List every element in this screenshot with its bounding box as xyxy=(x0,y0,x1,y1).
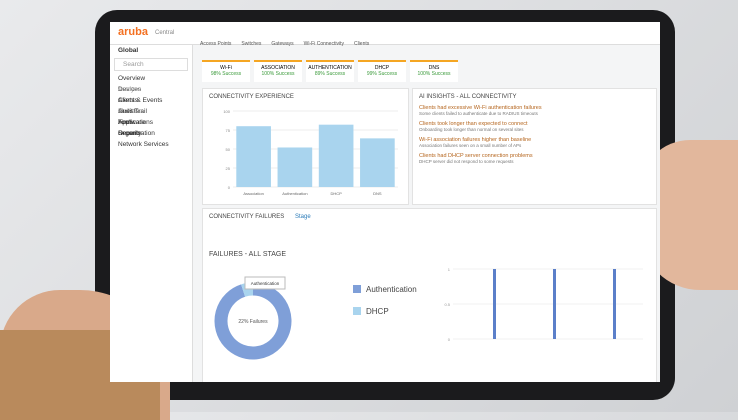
stage-name: AUTHENTICATION xyxy=(308,65,352,71)
nav-item[interactable]: Audit Trail xyxy=(118,108,147,115)
logo: aruba xyxy=(118,26,148,38)
insights: Clients had excessive Wi-Fi authenticati… xyxy=(419,105,542,169)
x-tick-label: DHCP xyxy=(330,191,342,196)
insight[interactable]: Wi-Fi association failures higher than b… xyxy=(419,137,542,148)
stage-tab[interactable]: ASSOCIATION 100% Success xyxy=(254,60,302,82)
nav-item[interactable]: Alerts & Events xyxy=(118,97,163,104)
nav: Alerts & Events Audit Trail Tools Reports xyxy=(110,95,192,137)
y-tick-label: 0 xyxy=(228,185,231,190)
bar-chart: 0 25 50 75 100 Association Authentication DHCP D… xyxy=(223,109,398,196)
nav-item[interactable]: Reports xyxy=(118,130,141,137)
insight-text: Onboarding took longer than normal on se… xyxy=(419,127,524,132)
bar xyxy=(360,138,395,187)
stages: Wi-Fi 98% Success ASSOCIATION 100% Success A… xyxy=(202,60,458,82)
insights-panel: AI INSIGHTS - ALL CONNECTIVITY Clients h… xyxy=(412,88,657,205)
stage-name: DNS xyxy=(428,65,440,71)
insight-title: Clients had DHCP server connection probl… xyxy=(419,153,533,159)
nav-item[interactable]: Tools xyxy=(118,119,134,126)
stage-name: DHCP xyxy=(374,65,390,71)
section: Maintain xyxy=(118,108,143,115)
panel-title: AI INSIGHTS - ALL CONNECTIVITY xyxy=(419,94,517,100)
tabs: Access Points Switches Gateways Wi-Fi Conne… xyxy=(200,32,379,50)
sidebar: Global Search Overview Devices Clients Gues… xyxy=(110,45,193,382)
bar xyxy=(277,147,313,187)
spike xyxy=(493,269,496,339)
spike xyxy=(553,269,556,339)
y-tick-label: 0.5 xyxy=(444,302,450,307)
y-tick-label: 50 xyxy=(226,147,231,152)
x-tick-label: Authentication xyxy=(282,191,307,196)
scope[interactable]: Global xyxy=(118,47,139,54)
y-tick-label: 0 xyxy=(448,337,451,342)
search[interactable]: Search xyxy=(114,58,188,71)
stage-rate: 100% Success xyxy=(261,71,295,77)
section: Analyze xyxy=(118,86,142,93)
tab[interactable]: Gateways xyxy=(271,41,294,47)
tooltip-text: Authentication xyxy=(251,281,280,286)
legend-label: Authentication xyxy=(366,285,417,294)
nav-item[interactable]: Devices xyxy=(118,86,142,93)
panel-title: CONNECTIVITY EXPERIENCE xyxy=(209,94,294,100)
stage-tab[interactable]: Wi-Fi 98% Success xyxy=(202,60,250,82)
tab[interactable]: Switches xyxy=(241,41,262,47)
stage-name: ASSOCIATION xyxy=(261,65,295,71)
nav-item[interactable]: Network Services xyxy=(118,141,169,148)
failures-panel: CONNECTIVITY FAILURES Stage FAILURES - A… xyxy=(202,208,657,382)
panel-title: FAILURES - ALL STAGE xyxy=(209,251,287,258)
tooltip xyxy=(244,276,286,290)
connectivity-panel: CONNECTIVITY EXPERIENCE 0 25 50 75 100 Associ… xyxy=(202,88,409,205)
insight-title: Wi-Fi association failures higher than b… xyxy=(419,137,532,143)
insight-text: Association failures seen on a small num… xyxy=(419,143,522,148)
stage-rate: 98% Success xyxy=(210,71,242,77)
screen: aruba Central Access Points Switches Gatew… xyxy=(110,22,660,382)
stage-rate: 100% Success xyxy=(417,71,451,77)
stage-tab[interactable]: DNS 100% Success xyxy=(410,60,458,82)
product: Central xyxy=(155,30,175,36)
insight-text: Some clients failed to authenticate due … xyxy=(419,111,538,116)
nav-item[interactable]: Overview xyxy=(118,75,146,82)
x-tick-label: Association xyxy=(243,191,263,196)
nav-item[interactable]: Security xyxy=(118,130,142,137)
stage-tab[interactable]: DHCP 99% Success xyxy=(358,60,406,82)
insight-title: Clients took longer than expected to con… xyxy=(419,121,528,127)
tab[interactable]: Clients xyxy=(353,41,370,47)
y-tick-label: 25 xyxy=(226,166,231,171)
nav: Firmware Organization xyxy=(110,117,192,137)
insight[interactable]: Clients had excessive Wi-Fi authenticati… xyxy=(419,105,542,116)
nav-item[interactable]: Organization xyxy=(118,130,155,137)
donut-segment xyxy=(214,282,292,360)
nav-item[interactable]: Guests xyxy=(118,108,139,115)
insight-text: DHCP server did not respond to some requ… xyxy=(419,159,514,164)
nav-item[interactable]: Clients xyxy=(118,97,138,104)
stage-rate: 89% Success xyxy=(314,71,346,77)
insight[interactable]: Clients took longer than expected to con… xyxy=(419,121,542,132)
y-tick-label: 75 xyxy=(226,128,231,133)
panel-heading: CONNECTIVITY FAILURES xyxy=(209,214,285,220)
stage-tab[interactable]: AUTHENTICATION 89% Success xyxy=(306,60,354,82)
insight-title: Clients had excessive Wi-Fi authenticati… xyxy=(419,105,542,111)
nav-item[interactable]: Firmware xyxy=(118,119,146,126)
spike xyxy=(613,269,616,339)
insight[interactable]: Clients had DHCP server connection probl… xyxy=(419,153,542,164)
donut-center: 22% Failures xyxy=(238,319,268,325)
x-tick-label: DNS xyxy=(373,191,382,196)
y-tick-label: 100 xyxy=(223,109,230,114)
legend-label: DHCP xyxy=(366,307,389,316)
nav: Overview Devices Clients Guests Applications… xyxy=(110,73,192,148)
legend-swatch xyxy=(353,307,361,315)
failure-charts: Authentication DHCP 22% Failures Authentica… xyxy=(214,267,643,360)
tab[interactable]: Access Points xyxy=(200,41,232,47)
bar xyxy=(318,124,354,187)
filter[interactable]: Stage xyxy=(295,214,311,220)
top-bar: aruba Central Access Points Switches Gatew… xyxy=(110,22,660,47)
stage-name: Wi-Fi xyxy=(220,65,232,71)
legend-swatch xyxy=(353,285,361,293)
stage-rate: 99% Success xyxy=(366,71,398,77)
nav-item[interactable]: Applications xyxy=(118,119,154,126)
bar xyxy=(236,126,271,187)
tab[interactable]: Wi-Fi Connectivity xyxy=(303,41,344,47)
y-tick-label: 1 xyxy=(448,267,451,272)
